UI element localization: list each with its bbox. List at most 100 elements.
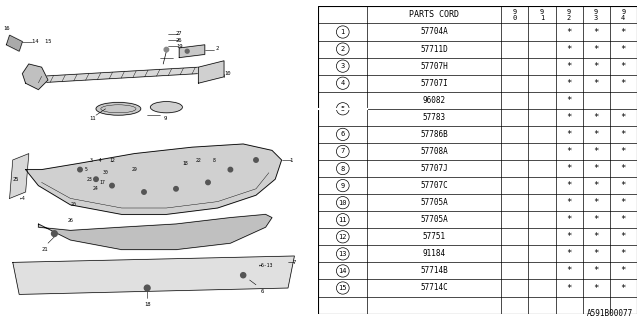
Text: *: *	[621, 147, 626, 156]
Circle shape	[228, 167, 233, 172]
Text: 18: 18	[144, 301, 150, 307]
Text: *: *	[621, 130, 626, 139]
Circle shape	[241, 273, 246, 278]
Text: 9
1: 9 1	[540, 9, 544, 21]
Text: *: *	[621, 249, 626, 258]
Text: 96082: 96082	[423, 96, 446, 105]
Text: *: *	[593, 62, 599, 71]
Text: *: *	[593, 28, 599, 36]
Text: 17: 17	[100, 180, 105, 185]
Text: *: *	[621, 198, 626, 207]
Text: *: *	[593, 215, 599, 224]
Text: *: *	[593, 44, 599, 53]
Text: *: *	[566, 164, 572, 173]
Text: 2: 2	[340, 46, 345, 52]
Polygon shape	[32, 67, 198, 83]
Text: 12: 12	[339, 234, 347, 240]
Text: *: *	[621, 79, 626, 88]
Text: 57705A: 57705A	[420, 198, 448, 207]
Text: 19: 19	[176, 44, 182, 49]
Text: *: *	[593, 130, 599, 139]
Text: 9
2: 9 2	[567, 9, 571, 21]
Text: 29: 29	[132, 167, 137, 172]
Circle shape	[94, 177, 99, 181]
Circle shape	[186, 49, 189, 53]
Text: *: *	[593, 147, 599, 156]
Text: 3: 3	[340, 63, 345, 69]
Text: *: *	[566, 79, 572, 88]
Text: 6: 6	[260, 289, 264, 294]
Text: 57786B: 57786B	[420, 130, 448, 139]
Circle shape	[110, 183, 115, 188]
Text: *: *	[621, 28, 626, 36]
Text: A591B00077: A591B00077	[588, 309, 634, 318]
Text: 30: 30	[103, 170, 108, 175]
Ellipse shape	[150, 101, 182, 113]
Polygon shape	[26, 144, 282, 214]
Text: 10: 10	[224, 71, 230, 76]
Text: 9: 9	[340, 183, 345, 188]
Text: *: *	[593, 113, 599, 122]
Circle shape	[145, 285, 150, 291]
Text: 20: 20	[71, 202, 76, 207]
Text: ←4: ←4	[20, 196, 25, 201]
Text: ←6-13: ←6-13	[259, 263, 273, 268]
Ellipse shape	[96, 102, 141, 115]
Text: 57714C: 57714C	[420, 284, 448, 292]
Text: 57704A: 57704A	[420, 28, 448, 36]
Text: *: *	[566, 130, 572, 139]
Circle shape	[174, 187, 178, 191]
Text: 16: 16	[3, 26, 10, 31]
Text: 25: 25	[13, 177, 19, 182]
Text: 8: 8	[213, 157, 216, 163]
Polygon shape	[10, 154, 29, 198]
Text: *: *	[566, 249, 572, 258]
Polygon shape	[22, 64, 48, 90]
Text: 18: 18	[183, 161, 188, 166]
Text: 3  4: 3 4	[90, 157, 102, 163]
Text: PARTS CORD: PARTS CORD	[410, 11, 460, 20]
Text: *: *	[566, 44, 572, 53]
Text: 12: 12	[109, 157, 115, 163]
Text: 9
0: 9 0	[513, 9, 517, 21]
Text: 22: 22	[196, 157, 201, 163]
Text: 13: 13	[339, 251, 347, 257]
Text: 1: 1	[340, 29, 345, 35]
Text: *: *	[621, 215, 626, 224]
Text: 57707H: 57707H	[420, 62, 448, 71]
Text: 4: 4	[340, 80, 345, 86]
Text: *: *	[593, 284, 599, 292]
Text: *: *	[621, 232, 626, 241]
Text: 7: 7	[340, 148, 345, 155]
Polygon shape	[6, 35, 22, 51]
Text: *: *	[566, 215, 572, 224]
Circle shape	[164, 47, 169, 52]
Text: 26: 26	[176, 37, 182, 43]
Text: 57707I: 57707I	[420, 79, 448, 88]
Text: *: *	[621, 62, 626, 71]
Text: 91184: 91184	[423, 249, 446, 258]
Text: 57708A: 57708A	[420, 147, 448, 156]
Text: *: *	[593, 198, 599, 207]
Text: 9
3: 9 3	[594, 9, 598, 21]
Text: *: *	[593, 79, 599, 88]
Text: *: *	[621, 164, 626, 173]
Circle shape	[253, 158, 259, 162]
Circle shape	[206, 180, 210, 185]
Text: 7: 7	[292, 260, 296, 265]
Circle shape	[78, 167, 83, 172]
Text: 9
4: 9 4	[621, 9, 625, 21]
Text: 57714B: 57714B	[420, 267, 448, 276]
Text: *: *	[621, 44, 626, 53]
Text: *: *	[593, 232, 599, 241]
Text: *: *	[566, 284, 572, 292]
Polygon shape	[38, 214, 272, 250]
Text: 57705A: 57705A	[420, 215, 448, 224]
Text: *: *	[593, 267, 599, 276]
Text: *: *	[621, 267, 626, 276]
Text: 1: 1	[289, 157, 293, 163]
Text: *: *	[621, 284, 626, 292]
Text: 23: 23	[87, 177, 92, 182]
Text: *: *	[593, 164, 599, 173]
Text: *: *	[593, 181, 599, 190]
